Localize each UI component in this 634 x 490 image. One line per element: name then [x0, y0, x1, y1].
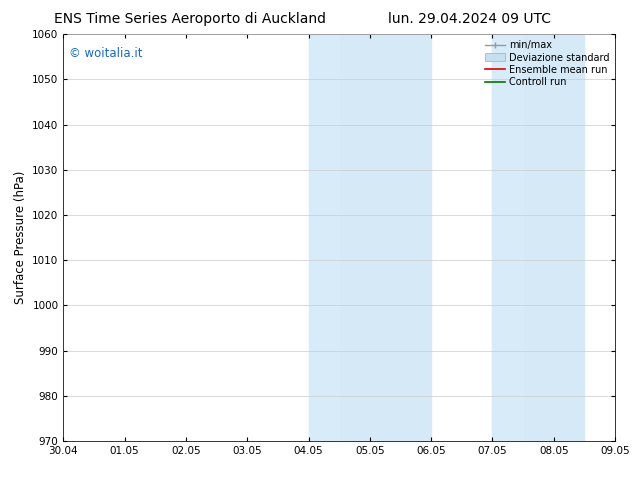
Y-axis label: Surface Pressure (hPa): Surface Pressure (hPa)	[14, 171, 27, 304]
Text: ENS Time Series Aeroporto di Auckland: ENS Time Series Aeroporto di Auckland	[54, 12, 327, 26]
Text: © woitalia.it: © woitalia.it	[69, 47, 143, 59]
Bar	[493, 34, 523, 441]
Bar	[309, 34, 431, 441]
Legend: min/max, Deviazione standard, Ensemble mean run, Controll run: min/max, Deviazione standard, Ensemble m…	[481, 36, 613, 91]
Bar	[493, 34, 585, 441]
Bar	[309, 34, 339, 441]
Text: lun. 29.04.2024 09 UTC: lun. 29.04.2024 09 UTC	[387, 12, 551, 26]
